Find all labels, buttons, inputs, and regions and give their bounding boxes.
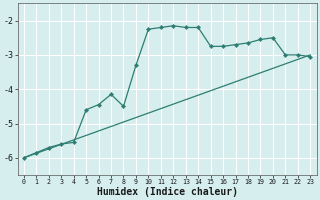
X-axis label: Humidex (Indice chaleur): Humidex (Indice chaleur)	[97, 186, 237, 197]
